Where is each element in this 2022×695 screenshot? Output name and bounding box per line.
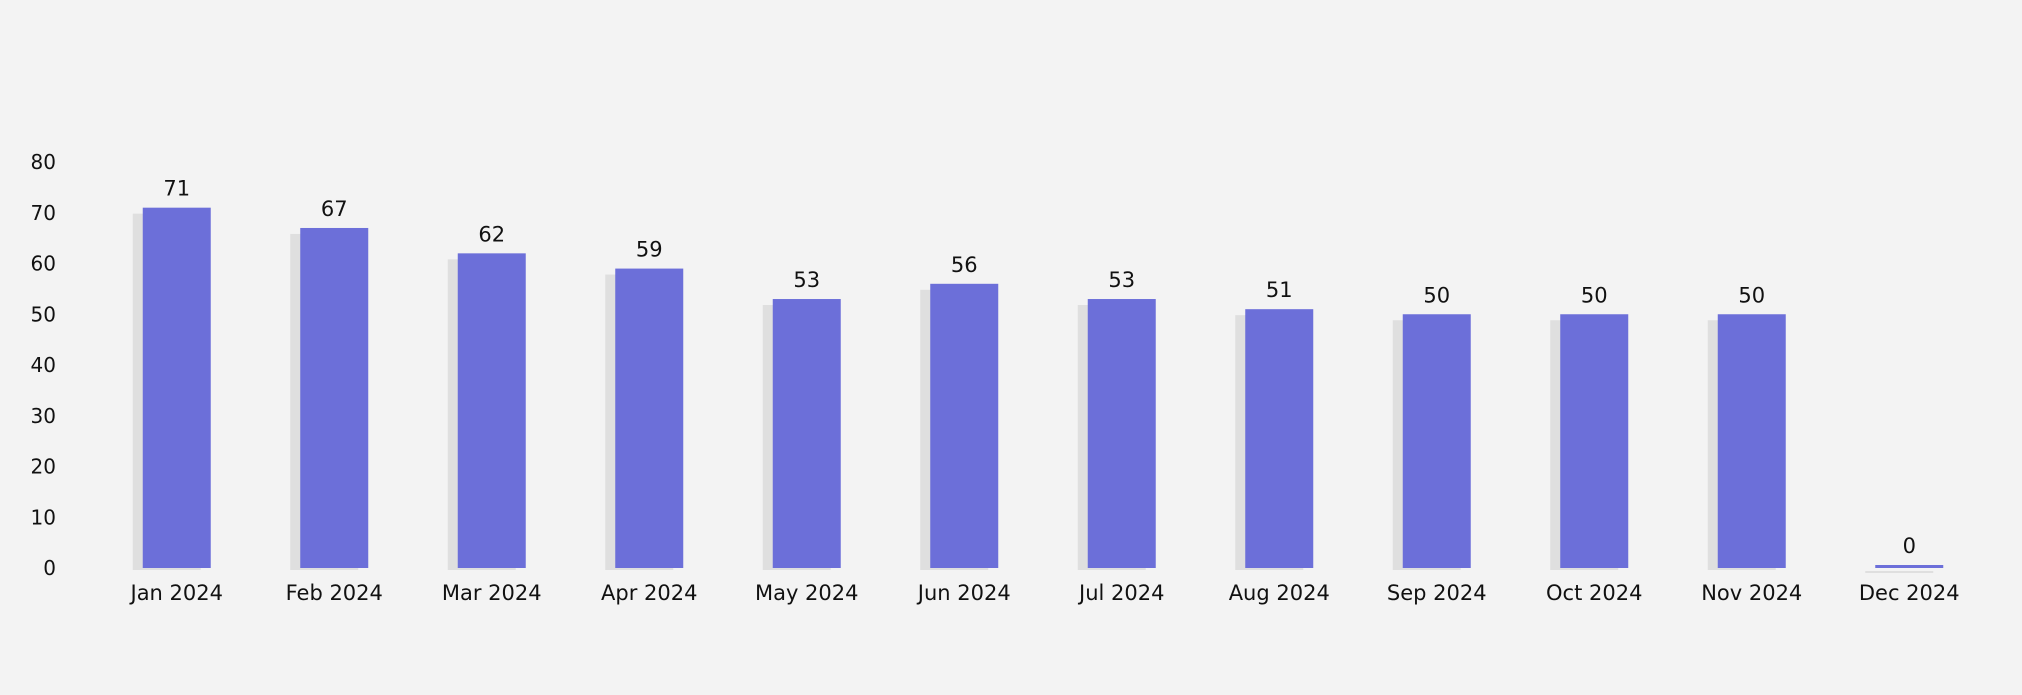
bar (1402, 314, 1471, 568)
value-labels-group: 71 67 62 59 53 56 53 51 50 50 50 0 (163, 177, 1916, 558)
data-label: 50 (1423, 283, 1450, 307)
bar (1245, 309, 1314, 568)
x-tick-label: Apr 2024 (601, 581, 697, 605)
data-label: 51 (1266, 278, 1293, 302)
y-tick-label: 0 (43, 556, 56, 580)
bar (1087, 299, 1156, 568)
x-tick-label: Aug 2024 (1229, 581, 1330, 605)
y-tick-label: 10 (31, 505, 56, 529)
y-tick-label: 80 (31, 150, 56, 174)
data-label: 56 (951, 253, 978, 277)
data-label: 50 (1738, 283, 1765, 307)
data-label: 0 (1903, 534, 1916, 558)
y-tick-label: 40 (31, 353, 56, 377)
bars-group (132, 207, 1944, 573)
y-tick-label: 60 (31, 252, 56, 276)
x-tick-label: Jul 2024 (1077, 581, 1164, 605)
bar (1875, 565, 1944, 568)
data-label: 53 (1108, 268, 1135, 292)
x-tick-label: Feb 2024 (286, 581, 383, 605)
y-axis: 0 10 20 30 40 50 60 70 80 (31, 150, 56, 580)
bar (615, 268, 684, 568)
x-tick-label: Jun 2024 (916, 581, 1011, 605)
bar (1560, 314, 1629, 568)
x-axis: Jan 2024 Feb 2024 Mar 2024 Apr 2024 May 2024… (129, 581, 1960, 605)
bar (930, 283, 999, 568)
y-tick-label: 50 (31, 302, 56, 326)
bar (300, 227, 369, 568)
x-tick-label: Sep 2024 (1387, 581, 1487, 605)
data-label: 71 (163, 177, 190, 201)
y-tick-label: 70 (31, 201, 56, 225)
bar (772, 299, 841, 568)
bar (457, 253, 526, 568)
data-label: 50 (1581, 283, 1608, 307)
bar (142, 207, 211, 569)
data-label: 59 (636, 238, 663, 262)
data-label: 53 (793, 268, 820, 292)
bar-shadow (1865, 571, 1934, 573)
x-tick-label: May 2024 (755, 581, 859, 605)
x-tick-label: Nov 2024 (1701, 581, 1802, 605)
x-tick-label: Oct 2024 (1546, 581, 1642, 605)
bar (1717, 314, 1786, 568)
x-tick-label: Mar 2024 (442, 581, 542, 605)
y-tick-label: 30 (31, 404, 56, 428)
data-label: 67 (321, 197, 348, 221)
y-tick-label: 20 (31, 455, 56, 479)
data-label: 62 (478, 222, 505, 246)
x-tick-label: Jan 2024 (129, 581, 224, 605)
x-tick-label: Dec 2024 (1859, 581, 1960, 605)
